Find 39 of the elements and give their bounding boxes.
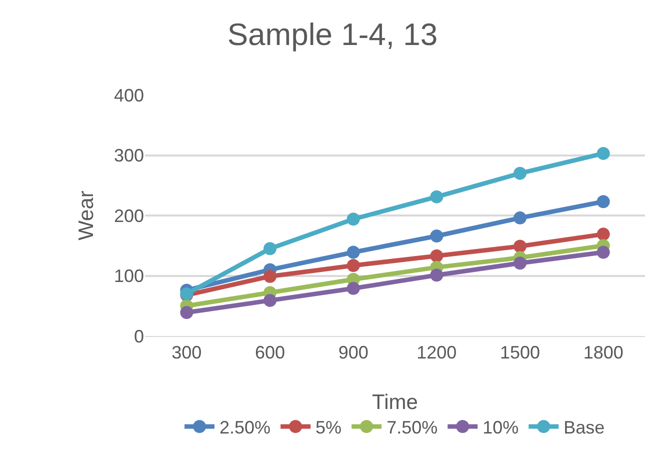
- point: [346, 282, 360, 295]
- y-tick-label: 100: [114, 266, 144, 286]
- legend-label: 2.50%: [220, 418, 271, 438]
- point: [430, 268, 444, 282]
- y-tick-label: 0: [134, 326, 144, 346]
- point: [596, 195, 610, 208]
- point: [430, 190, 444, 204]
- point: [514, 256, 526, 270]
- legend-label: 10%: [482, 418, 519, 438]
- point: [514, 240, 526, 253]
- chart-title: Sample 1-4, 13: [227, 16, 438, 52]
- point: [430, 249, 444, 262]
- point: [180, 306, 194, 319]
- point: [346, 246, 360, 259]
- x-tick-label: 1500: [500, 342, 540, 363]
- point: [264, 242, 276, 256]
- x-tick-label: 1800: [583, 342, 624, 363]
- legend-label: 7.50%: [386, 418, 438, 438]
- point: [596, 146, 610, 160]
- x-tick-label: 300: [172, 342, 202, 363]
- y-tick-label: 200: [114, 206, 144, 226]
- point: [346, 259, 360, 272]
- point: [264, 270, 276, 283]
- point: [514, 166, 526, 180]
- legend-label: 5%: [316, 418, 342, 438]
- point: [264, 294, 276, 307]
- point: [346, 212, 360, 226]
- x-tick-label: 1200: [416, 342, 457, 363]
- point: [596, 246, 610, 259]
- point: [514, 211, 526, 224]
- x-tick-label: 600: [254, 342, 286, 363]
- x-axis-title: Time: [372, 391, 418, 414]
- y-tick-label: 300: [114, 146, 144, 166]
- y-axis-title: Wear: [75, 190, 98, 240]
- point: [430, 229, 444, 242]
- x-tick-label: 900: [338, 342, 368, 363]
- legend-label: Base: [564, 418, 605, 438]
- y-tick-label: 400: [114, 85, 144, 106]
- point: [596, 228, 610, 241]
